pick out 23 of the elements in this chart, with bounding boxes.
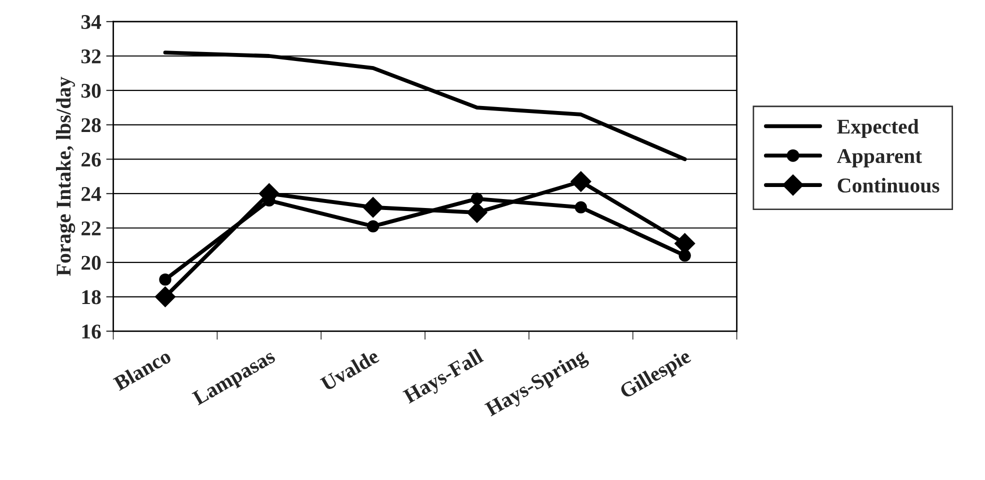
y-tick-label: 32: [81, 49, 101, 64]
y-tick-label: 34: [81, 15, 102, 30]
y-tick-label: 20: [82, 256, 101, 270]
point: [470, 192, 484, 205]
point: [574, 201, 587, 214]
point: [366, 220, 380, 232]
y-tick-label: 26: [82, 152, 101, 167]
legend-label: Continuous: [838, 178, 940, 193]
legend-label: Expected: [837, 119, 919, 138]
point: [154, 286, 176, 308]
point: [570, 171, 592, 192]
y-tick-label: 28: [82, 118, 101, 132]
y-tick-label: 24: [82, 187, 102, 201]
y-tick-label: 22: [82, 221, 101, 236]
y-axis-title: Forage Intake, lbs/day: [56, 76, 76, 276]
point: [678, 249, 691, 262]
y-tick-label: 16: [82, 324, 101, 339]
y-tick-label: 18: [82, 290, 101, 304]
point: [362, 197, 384, 218]
y-tick-label: 30: [81, 84, 101, 98]
point: [466, 202, 488, 223]
legend-label: Apparent: [836, 149, 922, 168]
point: [159, 274, 172, 286]
